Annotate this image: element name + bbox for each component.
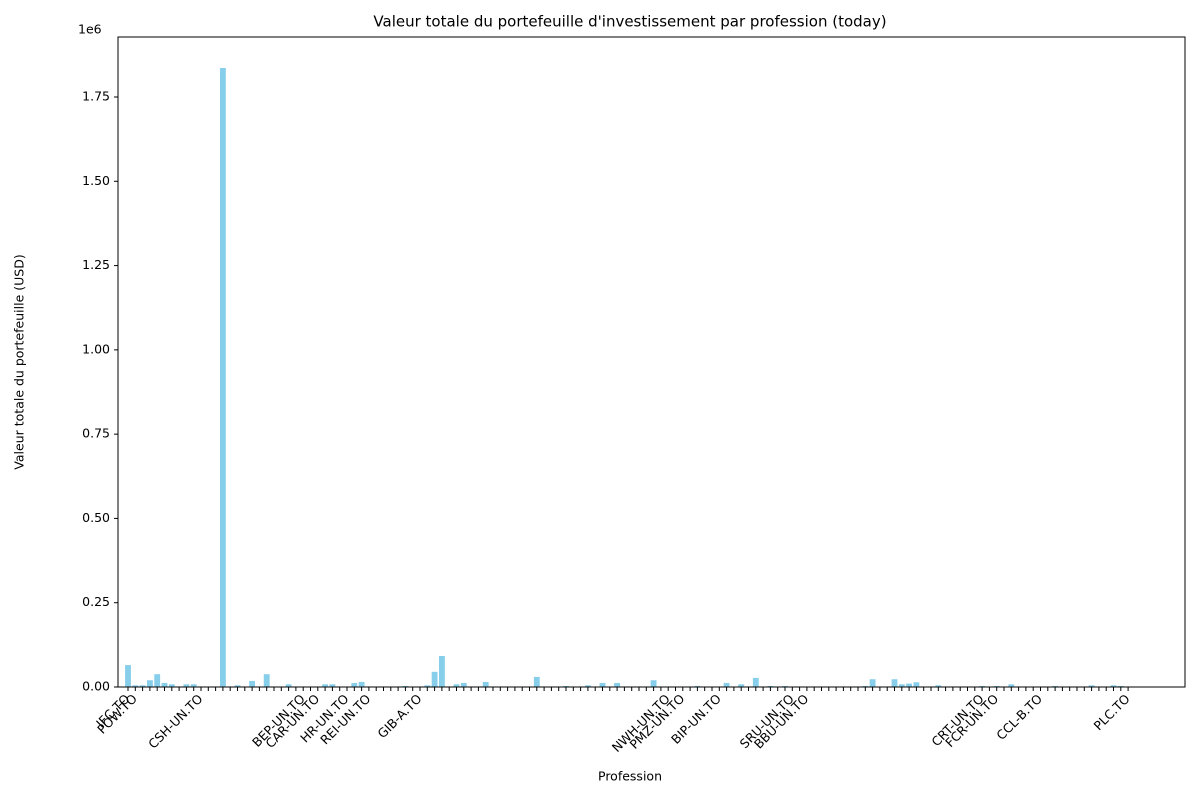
bar bbox=[694, 685, 701, 687]
bar bbox=[351, 682, 358, 687]
bar bbox=[438, 655, 445, 687]
bar bbox=[329, 684, 336, 687]
bar bbox=[906, 683, 913, 687]
bar bbox=[1088, 685, 1095, 687]
bar bbox=[767, 685, 774, 687]
bar bbox=[460, 682, 467, 687]
bar bbox=[891, 679, 898, 687]
bar bbox=[322, 684, 329, 687]
bar bbox=[1110, 685, 1117, 687]
bar bbox=[453, 684, 460, 687]
bar bbox=[154, 674, 161, 687]
bar bbox=[584, 685, 591, 687]
bar bbox=[563, 685, 569, 687]
bar bbox=[913, 682, 920, 687]
bar bbox=[614, 682, 621, 687]
y-offset-label: 1e6 bbox=[78, 22, 102, 37]
bar bbox=[431, 671, 438, 687]
y-tick-label: 1.75 bbox=[82, 89, 110, 104]
y-tick-label: 1.25 bbox=[82, 257, 110, 272]
bar bbox=[183, 684, 190, 687]
x-axis-label: Profession bbox=[598, 769, 662, 784]
x-tick-label: PLC.TO bbox=[1090, 691, 1132, 733]
bar bbox=[234, 685, 241, 687]
bar bbox=[219, 68, 226, 687]
y-axis-label: Valeur totale du portefeuille (USD) bbox=[12, 254, 27, 469]
bar bbox=[146, 680, 153, 687]
bar bbox=[402, 685, 409, 687]
bar bbox=[935, 685, 942, 687]
bar bbox=[190, 684, 197, 687]
bar bbox=[168, 684, 175, 687]
y-tick-label: 1.50 bbox=[82, 173, 110, 188]
x-tick-label: CSH-UN.TO bbox=[145, 691, 206, 752]
y-tick-label: 0.50 bbox=[82, 510, 110, 525]
bar bbox=[125, 665, 131, 687]
bar bbox=[752, 677, 759, 687]
bar bbox=[139, 685, 146, 687]
bar bbox=[782, 685, 788, 687]
chart-title: Valeur totale du portefeuille d'investis… bbox=[373, 13, 886, 31]
bar bbox=[424, 685, 431, 687]
x-tick-label: GIB-A.TO bbox=[374, 691, 424, 741]
bar bbox=[263, 674, 270, 687]
bar bbox=[650, 680, 657, 687]
bar bbox=[993, 685, 1000, 687]
bar bbox=[738, 684, 745, 687]
x-tick-label: CCL-B.TO bbox=[993, 691, 1045, 743]
bar bbox=[132, 685, 139, 687]
bar bbox=[869, 679, 876, 687]
bar bbox=[862, 685, 869, 687]
bar bbox=[482, 681, 489, 687]
y-tick-label: 1.00 bbox=[82, 341, 110, 356]
y-tick-label: 0.75 bbox=[82, 426, 110, 441]
bar bbox=[723, 682, 730, 687]
bar bbox=[898, 684, 905, 687]
y-tick-label: 0.00 bbox=[82, 679, 110, 694]
bar bbox=[249, 680, 256, 687]
y-tick-label: 0.25 bbox=[82, 594, 110, 609]
plot-frame bbox=[117, 36, 1186, 688]
bar bbox=[1008, 684, 1015, 687]
bar bbox=[533, 676, 540, 687]
bar bbox=[285, 684, 292, 687]
bar bbox=[599, 682, 606, 687]
bar bbox=[1052, 685, 1059, 687]
bar bbox=[358, 681, 365, 687]
bar bbox=[161, 682, 168, 687]
bar bbox=[1117, 685, 1124, 687]
bar bbox=[979, 685, 986, 687]
